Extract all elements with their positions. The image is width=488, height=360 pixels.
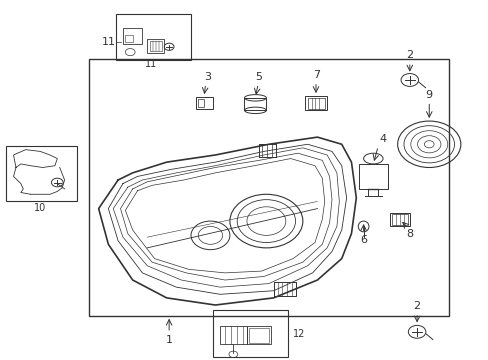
Text: 3: 3 (204, 72, 211, 82)
Text: 7: 7 (312, 70, 319, 80)
Text: 4: 4 (379, 134, 386, 144)
Text: 10: 10 (34, 203, 46, 213)
Bar (248, 328, 269, 343)
Text: 11: 11 (144, 59, 157, 69)
Bar (125, 35, 132, 42)
Bar (389, 213, 409, 226)
Text: 1: 1 (165, 336, 172, 345)
Text: 11: 11 (102, 37, 116, 48)
Text: 5: 5 (255, 72, 262, 82)
Bar (358, 164, 387, 189)
Text: 2: 2 (413, 301, 420, 311)
Bar (212, 310, 287, 357)
Text: 6: 6 (359, 235, 366, 246)
Bar (196, 97, 212, 109)
Bar (122, 28, 142, 44)
Bar (89, 59, 448, 316)
Bar (198, 99, 203, 107)
Bar (307, 98, 324, 109)
Bar (149, 41, 162, 51)
Text: 9: 9 (425, 90, 432, 100)
Bar (6, 146, 77, 202)
Bar (147, 39, 164, 53)
Text: 8: 8 (406, 229, 412, 239)
Text: 12: 12 (292, 329, 305, 339)
Bar (220, 327, 246, 344)
Text: 2: 2 (406, 50, 412, 60)
Bar (116, 14, 191, 60)
Bar (391, 214, 407, 225)
Bar (246, 327, 271, 344)
Bar (305, 96, 326, 111)
